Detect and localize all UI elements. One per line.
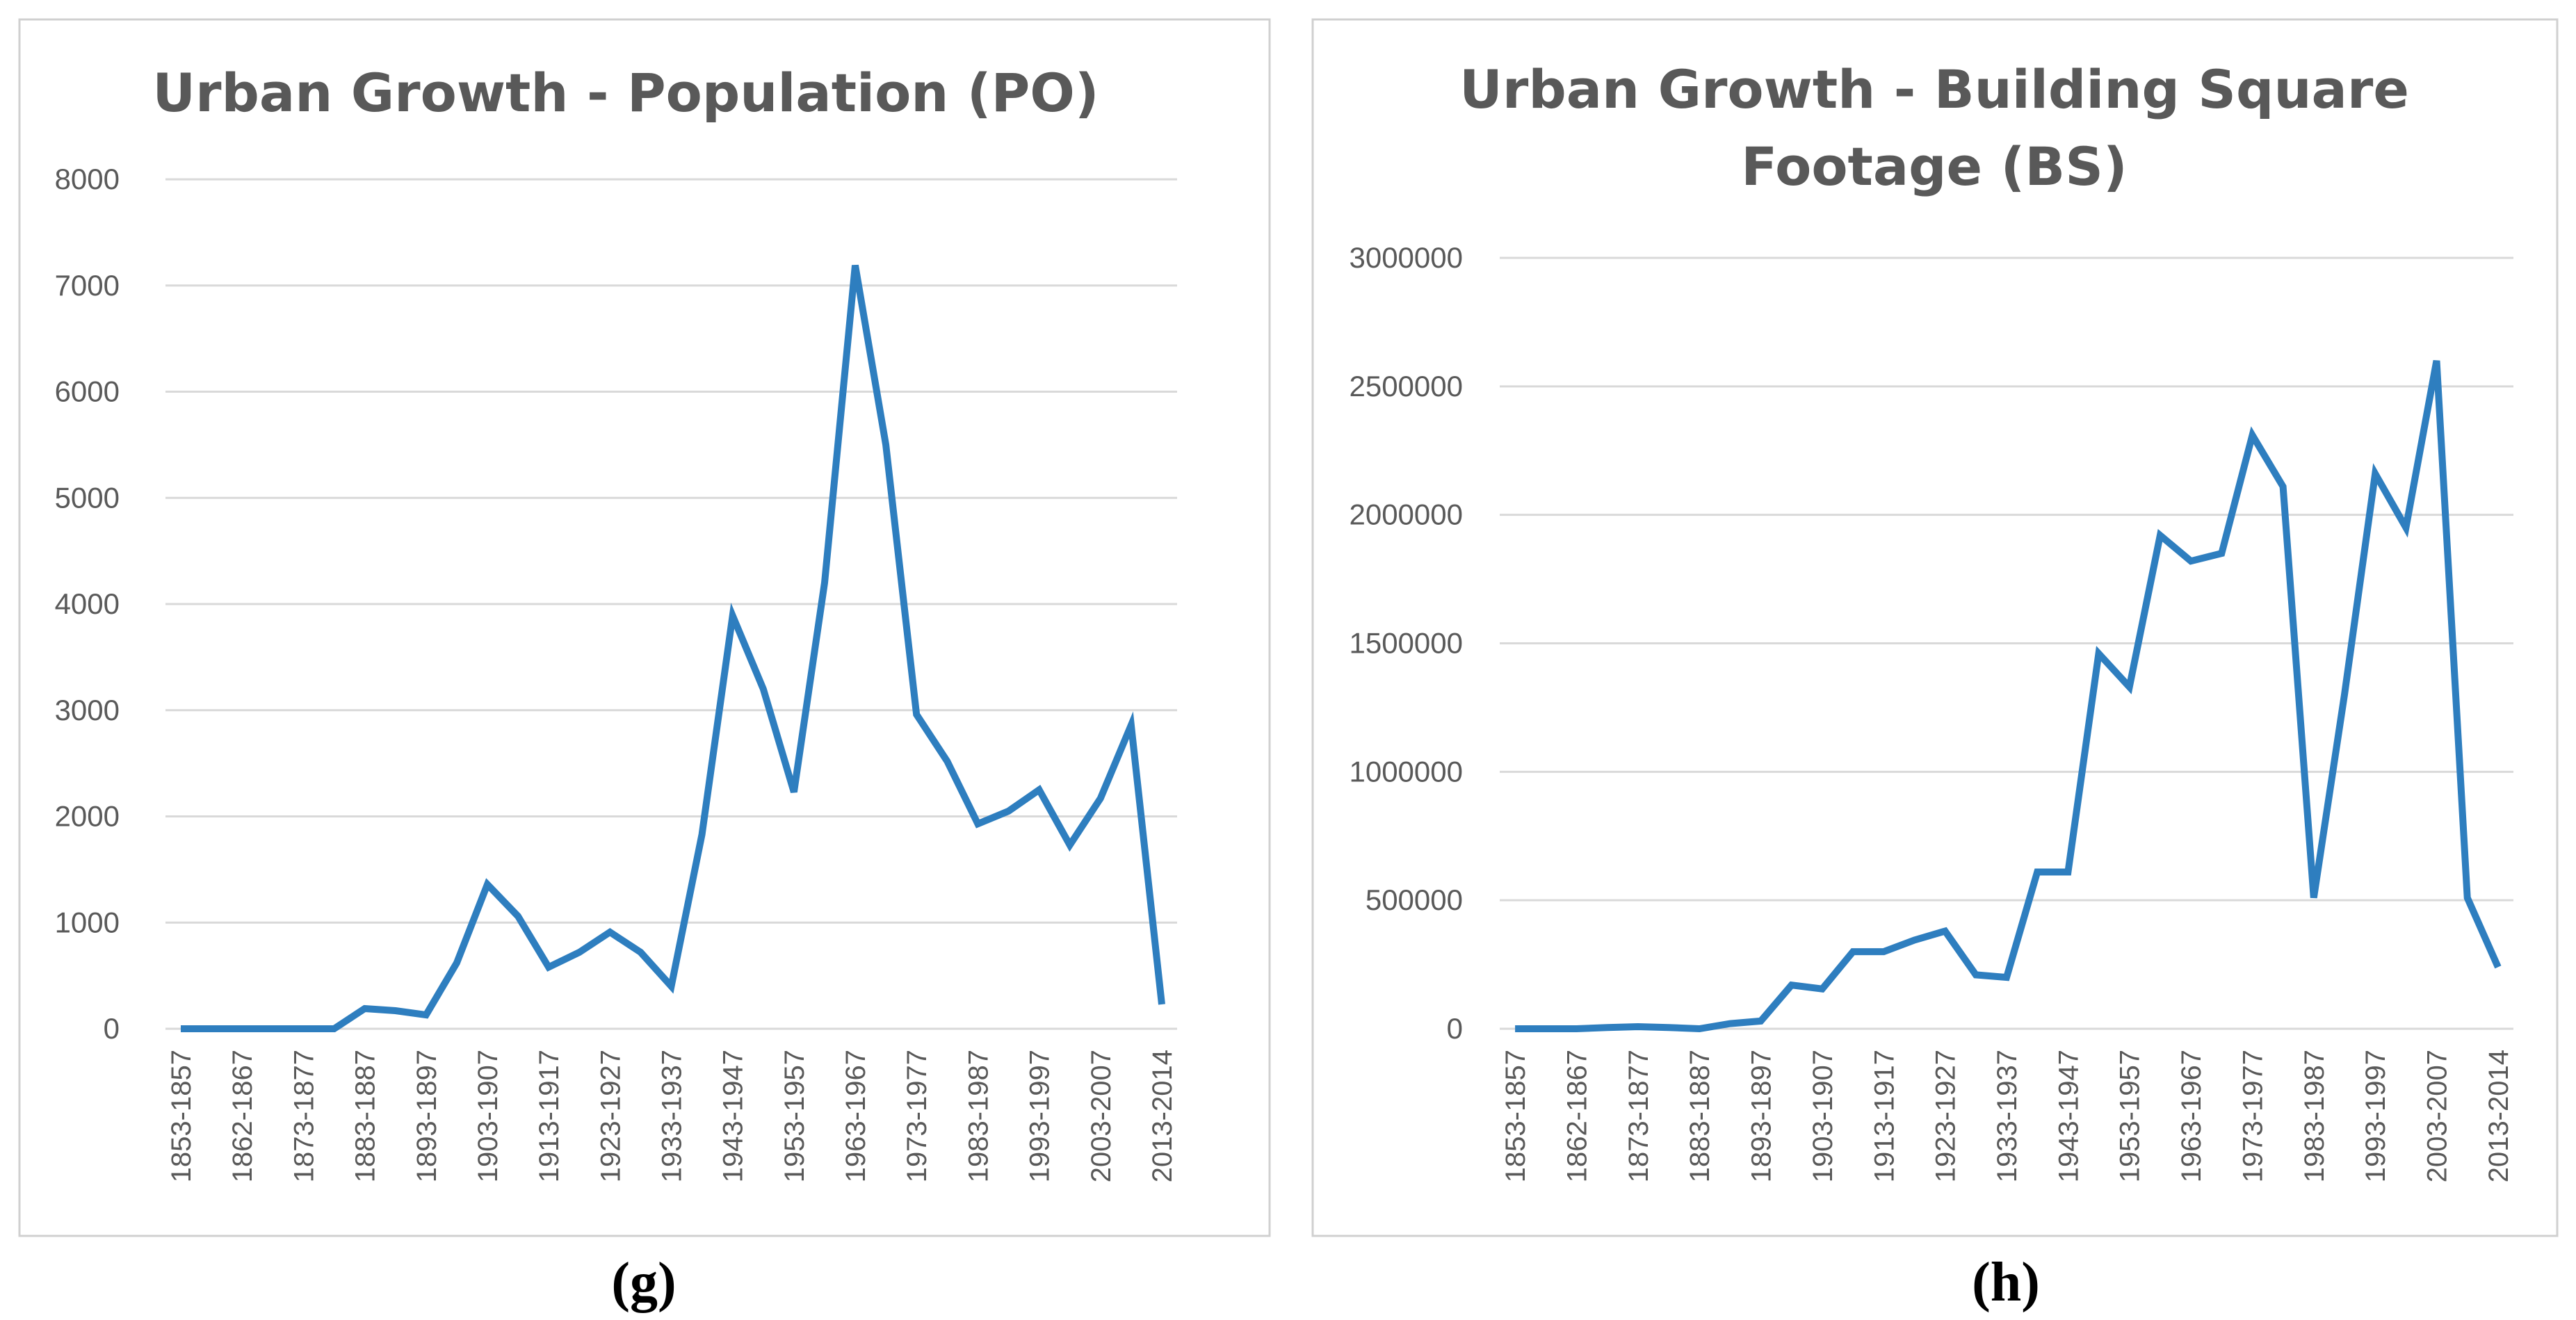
x-tick-label: 1853-1857 (166, 1050, 197, 1182)
x-tick-label: 1923-1927 (595, 1050, 626, 1182)
x-tick-label: 1963-1967 (841, 1050, 871, 1182)
x-tick-label: 1933-1937 (657, 1050, 688, 1182)
chart-panel-population: Urban Growth - Population (PO) 0 1000 2000 3… (0, 0, 1288, 1251)
x-tick-label: 1903-1907 (1808, 1050, 1838, 1182)
x-tick-label: 1983-1987 (2299, 1050, 2330, 1182)
x-tick-label: 1943-1947 (2053, 1050, 2084, 1182)
chart-title: Footage (BS) (1741, 136, 2127, 197)
x-tick-label: 1923-1927 (1931, 1050, 1961, 1182)
y-tick-label: 5000 (55, 481, 120, 514)
x-tick-label: 1913-1917 (534, 1050, 565, 1182)
y-tick-label: 6000 (55, 375, 120, 408)
chart-title: Urban Growth - Population (PO) (152, 62, 1099, 124)
y-tick-label: 3000000 (1349, 241, 1463, 274)
y-tick-label: 4000 (55, 587, 120, 620)
y-tick-label: 3000 (55, 694, 120, 726)
y-tick-label: 1500000 (1349, 627, 1463, 660)
y-tick-label: 0 (104, 1012, 120, 1045)
series-line-PO (181, 264, 1165, 1032)
y-tick-label: 8000 (55, 163, 120, 195)
x-tick-label: 1893-1897 (412, 1050, 442, 1182)
y-tick-label: 1000000 (1349, 755, 1463, 788)
caption-g: (g) (0, 1251, 1288, 1314)
x-tick-label: 2013-2014 (2484, 1050, 2514, 1182)
chart-frame (1311, 18, 2559, 1237)
chart-title: Urban Growth - Building Square (1459, 58, 2409, 120)
building-chart: Urban Growth - Building Square Footage (B… (1311, 18, 2559, 1237)
x-tick-label: 1973-1977 (902, 1050, 932, 1182)
x-tick-label: 2003-2007 (2422, 1050, 2453, 1182)
y-tick-label: 500000 (1366, 883, 1463, 916)
x-tick-label: 1893-1897 (1747, 1050, 1777, 1182)
x-tick-label: 1953-1957 (779, 1050, 810, 1182)
chart-frame (18, 18, 1271, 1237)
x-tick-label: 2013-2014 (1147, 1050, 1178, 1182)
caption-h: (h) (1891, 1251, 2121, 1314)
x-tick-label: 1983-1987 (963, 1050, 994, 1182)
x-tick-label: 1973-1977 (2237, 1050, 2268, 1182)
series-line-BS (1515, 359, 2502, 1033)
y-tick-label: 2000000 (1349, 498, 1463, 531)
y-tick-label: 0 (1447, 1012, 1463, 1045)
caption-g-text: (g) (611, 1252, 677, 1313)
x-tick-label: 1903-1907 (473, 1050, 503, 1182)
x-tick-label: 1913-1917 (1869, 1050, 1899, 1182)
x-tick-label: 1963-1967 (2176, 1050, 2207, 1182)
x-tick-label: 1943-1947 (718, 1050, 749, 1182)
population-chart: Urban Growth - Population (PO) 0 1000 2000 3… (18, 18, 1271, 1237)
x-tick-label: 1933-1937 (1992, 1050, 2023, 1182)
x-tick-label: 1862-1867 (227, 1050, 258, 1182)
y-tick-label: 1000 (55, 906, 120, 938)
x-tick-label: 1883-1887 (1685, 1050, 1715, 1182)
x-tick-label: 1853-1857 (1500, 1050, 1531, 1182)
x-tick-label: 1873-1877 (289, 1050, 319, 1182)
x-tick-label: 1883-1887 (350, 1050, 381, 1182)
x-tick-label: 2003-2007 (1086, 1050, 1117, 1182)
y-tick-label: 2500000 (1349, 370, 1463, 402)
y-tick-label: 7000 (55, 269, 120, 302)
x-tick-label: 1953-1957 (2115, 1050, 2146, 1182)
x-tick-label: 1873-1877 (1623, 1050, 1654, 1182)
y-tick-label: 2000 (55, 800, 120, 833)
chart-panel-building: Urban Growth - Building Square Footage (B… (1288, 0, 2576, 1251)
x-tick-label: 1993-1997 (1025, 1050, 1055, 1182)
x-tick-label: 1862-1867 (1562, 1050, 1592, 1182)
caption-h-text: (h) (1972, 1252, 2040, 1313)
x-tick-label: 1993-1997 (2360, 1050, 2391, 1182)
